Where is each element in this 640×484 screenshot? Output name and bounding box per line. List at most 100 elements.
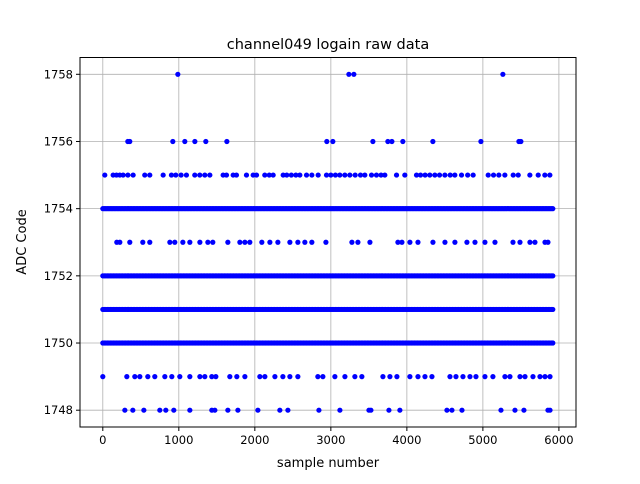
x-tick-label: 2000 (240, 433, 269, 447)
data-point (502, 374, 508, 380)
data-point (197, 239, 203, 245)
data-point (490, 172, 497, 178)
data-point (510, 239, 516, 245)
data-point (328, 172, 334, 178)
data-point (147, 239, 153, 245)
data-point (436, 172, 443, 178)
data-point (162, 374, 168, 380)
data-point (449, 407, 455, 413)
data-point (347, 172, 353, 178)
data-point (316, 407, 322, 413)
data-point (342, 172, 348, 178)
data-point (478, 138, 484, 145)
data-point (370, 138, 376, 145)
data-point (532, 239, 538, 245)
data-point (270, 172, 276, 178)
data-point (182, 138, 188, 145)
data-point (399, 239, 405, 245)
data-point (430, 239, 436, 245)
data-point (547, 374, 553, 380)
data-point (490, 374, 496, 380)
data-point (402, 172, 408, 178)
y-axis-label: ADC Code (15, 209, 30, 274)
data-point (351, 71, 357, 77)
data-point (417, 172, 424, 178)
data-point (127, 138, 133, 145)
data-point (212, 407, 218, 413)
data-point (535, 172, 541, 178)
data-point (187, 407, 193, 413)
data-point (550, 273, 556, 279)
data-point (197, 172, 203, 178)
data-point (242, 239, 248, 245)
data-point (227, 374, 233, 380)
x-tick-label: 3000 (316, 433, 345, 447)
data-point (502, 172, 508, 178)
data-point (202, 374, 208, 380)
data-point (346, 71, 352, 77)
data-point (550, 340, 556, 346)
data-point (170, 138, 176, 145)
data-point (422, 172, 428, 178)
data-point (100, 374, 106, 380)
data-point (422, 374, 428, 380)
data-point (247, 239, 253, 245)
data-point (127, 239, 133, 245)
data-point (517, 374, 523, 380)
data-point (233, 172, 240, 178)
data-point (117, 239, 123, 245)
data-point (415, 239, 421, 245)
data-point (430, 138, 436, 145)
data-point (482, 374, 488, 380)
data-point (362, 172, 368, 178)
data-point (288, 172, 294, 178)
data-point (152, 374, 158, 380)
x-axis-label: sample number (277, 456, 380, 471)
data-point (297, 172, 303, 178)
data-point (550, 206, 556, 212)
data-point (284, 172, 290, 178)
data-point (287, 374, 293, 380)
data-point (172, 239, 178, 245)
data-point (147, 172, 153, 178)
data-point (368, 407, 374, 413)
x-tick-label: 4000 (392, 433, 421, 447)
data-point (386, 407, 392, 413)
data-point (464, 239, 470, 245)
y-tick-label: 1758 (44, 67, 73, 81)
data-point (373, 172, 380, 178)
data-point (452, 172, 458, 178)
data-point (357, 172, 364, 178)
data-point (253, 172, 260, 178)
data-point (393, 172, 400, 178)
data-point (415, 374, 421, 380)
data-point (521, 407, 527, 413)
data-point (285, 407, 291, 413)
data-point (140, 239, 146, 245)
data-point (447, 374, 453, 380)
data-point (518, 138, 524, 145)
data-point (280, 172, 286, 178)
data-point (427, 172, 433, 178)
data-point (515, 172, 521, 178)
data-point (130, 172, 136, 178)
data-point (510, 172, 516, 178)
data-point (447, 172, 453, 178)
data-point (527, 239, 533, 245)
data-point (352, 374, 358, 380)
y-tick-label: 1756 (44, 134, 73, 148)
data-point (507, 374, 513, 380)
data-point (175, 71, 181, 77)
data-point (378, 172, 384, 178)
data-point (213, 374, 219, 380)
data-point (452, 239, 458, 245)
data-point (141, 407, 147, 413)
data-point (389, 138, 395, 145)
data-point (237, 239, 243, 245)
data-point (120, 172, 126, 178)
data-point (460, 374, 466, 380)
data-point (266, 172, 272, 178)
data-point (323, 239, 329, 245)
data-point (169, 374, 175, 380)
data-point (209, 374, 215, 380)
